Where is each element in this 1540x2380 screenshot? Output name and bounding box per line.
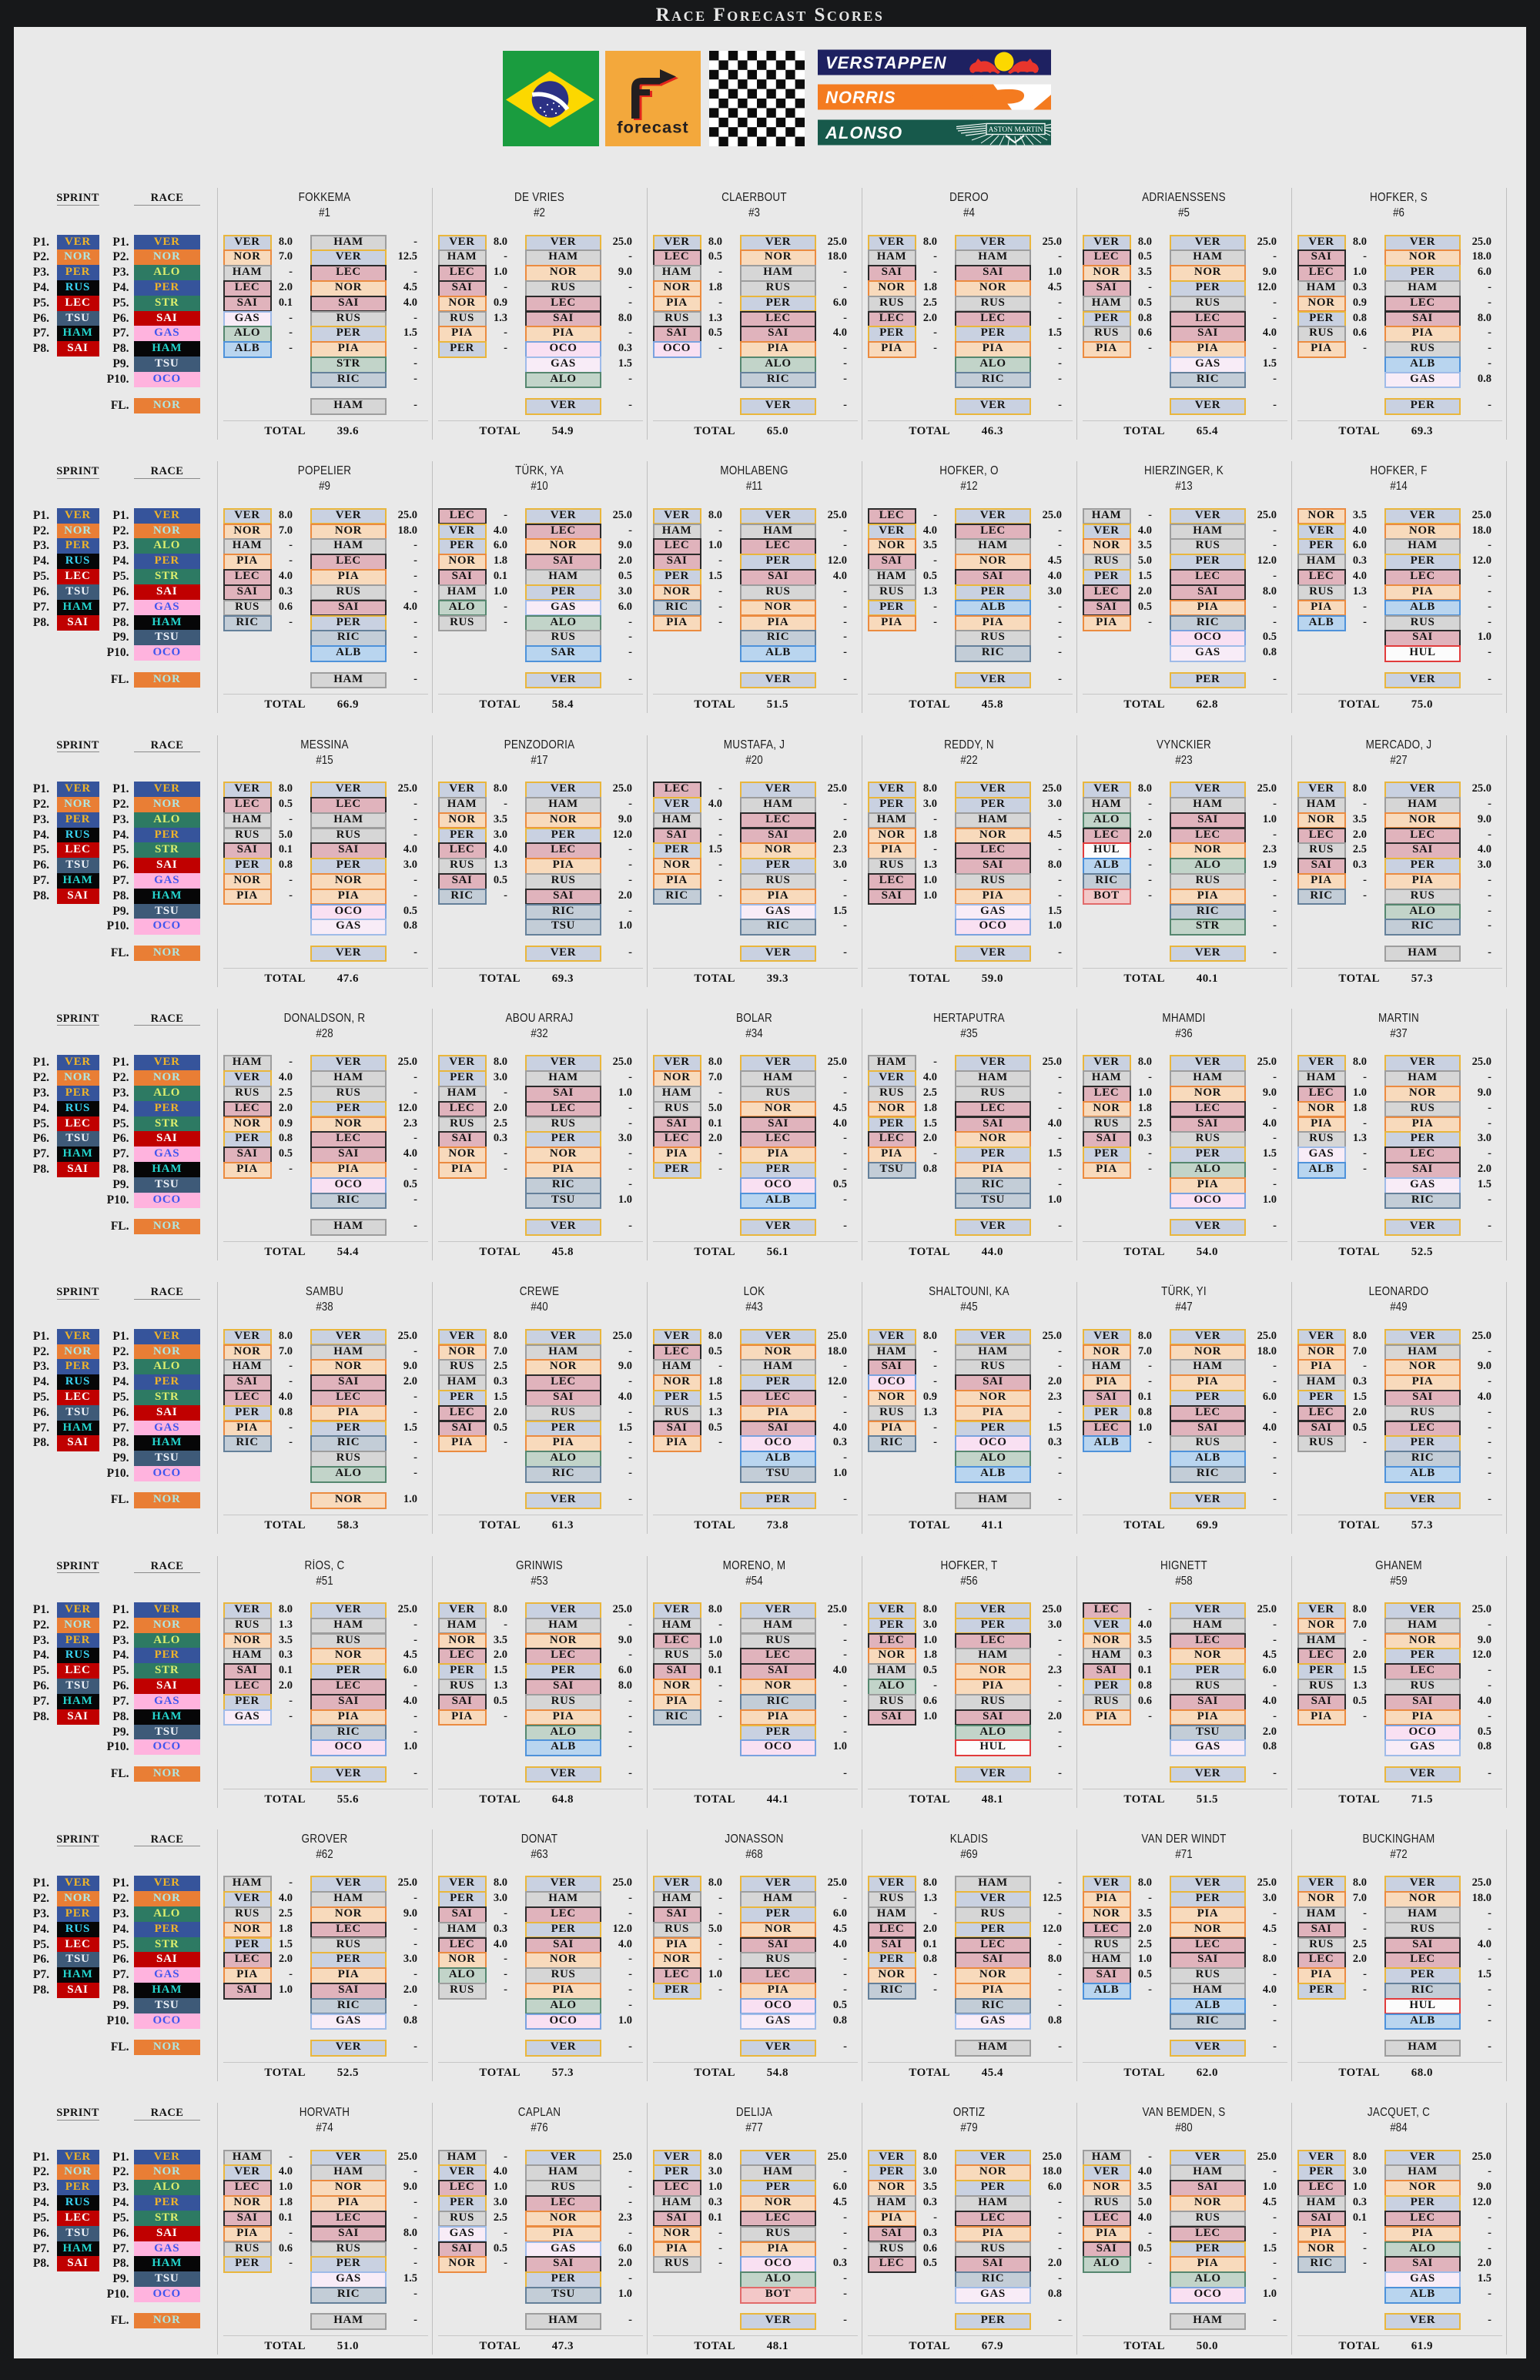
svg-text:ALONSO: ALONSO: [825, 123, 902, 142]
svg-text:VERSTAPPEN: VERSTAPPEN: [825, 53, 947, 72]
svg-text:NORRIS: NORRIS: [825, 88, 896, 107]
svg-text:forecast: forecast: [617, 119, 689, 136]
svg-text:ASTON MARTIN: ASTON MARTIN: [989, 126, 1043, 134]
